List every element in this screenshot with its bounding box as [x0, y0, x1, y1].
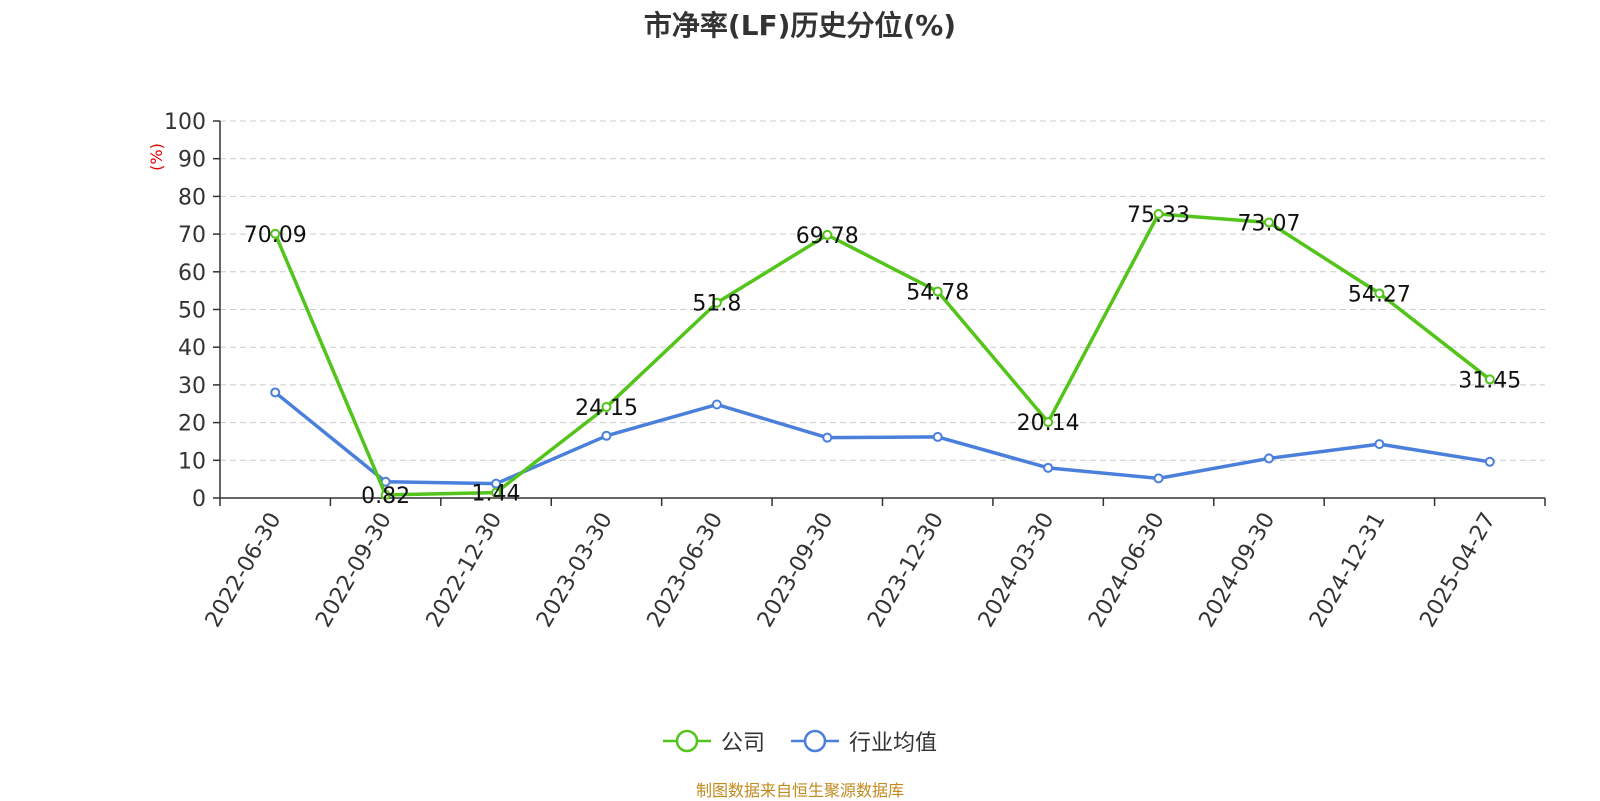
data-point: [491, 487, 502, 498]
data-point: [601, 430, 612, 441]
data-point: [822, 432, 833, 443]
y-tick-label: 70: [178, 223, 206, 248]
data-point: [270, 387, 281, 398]
y-tick-label: 40: [178, 336, 206, 361]
data-label: 75.33: [1127, 203, 1190, 228]
data-point: [822, 229, 833, 240]
data-point: [1043, 417, 1054, 428]
data-point: [1374, 288, 1385, 299]
data-point: [1484, 456, 1495, 467]
legend-swatch-icon: [662, 729, 711, 753]
y-tick-label: 80: [178, 185, 206, 210]
y-tick-label: 50: [178, 299, 206, 324]
data-label: 69.78: [796, 224, 859, 249]
legend-label: 公司: [720, 731, 765, 756]
x-tick-label: 2022-06-30: [201, 509, 287, 632]
data-label: 1.44: [472, 482, 521, 507]
data-point: [1153, 209, 1164, 220]
y-axis-label: (%): [147, 143, 166, 171]
y-tick-label: 0: [192, 487, 206, 512]
legend-item[interactable]: 行业均值: [791, 725, 937, 757]
y-tick-label: 30: [178, 374, 206, 399]
data-label: 20.14: [1017, 411, 1080, 436]
data-point: [1153, 473, 1164, 484]
x-tick-label: 2024-06-30: [1084, 509, 1170, 632]
data-labels: 70.09 0.82 1.44 24.15 51.8 69.78 54.78 20.14 75.…: [244, 203, 1522, 509]
x-tick-label: 2024-12-31: [1305, 509, 1391, 632]
data-label: 0.82: [361, 484, 410, 509]
data-label: 73.07: [1237, 212, 1300, 237]
series: [270, 209, 1495, 500]
x-tick-label: 2024-03-30: [974, 509, 1060, 632]
data-label: 54.27: [1348, 282, 1411, 307]
source-note: 制图数据来自恒生聚源数据库: [695, 781, 904, 800]
data-label: 24.15: [575, 396, 638, 421]
legend-item[interactable]: 公司: [662, 725, 765, 757]
x-tick-label: 2023-12-30: [863, 509, 949, 632]
x-tick-label: 2024-09-30: [1195, 509, 1281, 632]
data-point: [711, 297, 722, 308]
y-tick-label: 20: [178, 412, 206, 437]
x-tick-label: 2025-04-27: [1415, 509, 1501, 632]
chart-title: 市净率(LF)历史分位(%): [643, 9, 957, 42]
y-tick-label: 10: [178, 449, 206, 474]
data-point: [1484, 374, 1495, 385]
x-tick-label: 2023-09-30: [753, 509, 839, 632]
data-point: [1043, 462, 1054, 473]
axes: 0 10 20 30 40 50 60 70 80 90 100 (%) 2022-06-30 2022-…: [147, 110, 1546, 632]
data-point: [270, 228, 281, 239]
data-point: [1263, 453, 1274, 464]
data-label: 31.45: [1458, 368, 1521, 393]
data-point: [601, 401, 612, 412]
data-point: [1374, 439, 1385, 450]
legend: 公司 行业均值: [0, 725, 1600, 757]
data-point: [711, 399, 722, 410]
legend-label: 行业均值: [849, 731, 938, 756]
series-line: [273, 212, 1491, 497]
y-tick-label: 100: [164, 110, 206, 135]
x-tick-label: 2022-12-30: [422, 509, 508, 632]
gridlines: [220, 120, 1545, 461]
x-tick-label: 2023-06-30: [642, 509, 728, 632]
data-point: [932, 286, 943, 297]
data-label: 70.09: [244, 223, 307, 248]
y-tick-label: 90: [178, 148, 206, 173]
y-tick-label: 60: [178, 261, 206, 286]
data-label: 51.8: [692, 292, 741, 317]
legend-swatch-icon: [791, 729, 839, 753]
series-line: [274, 391, 1491, 486]
data-label: 54.78: [906, 280, 969, 305]
data-point: [380, 489, 391, 500]
data-point: [932, 431, 943, 442]
x-tick-label: 2022-09-30: [311, 509, 397, 632]
x-tick-label: 2023-03-30: [532, 509, 618, 632]
data-point: [1263, 217, 1274, 228]
